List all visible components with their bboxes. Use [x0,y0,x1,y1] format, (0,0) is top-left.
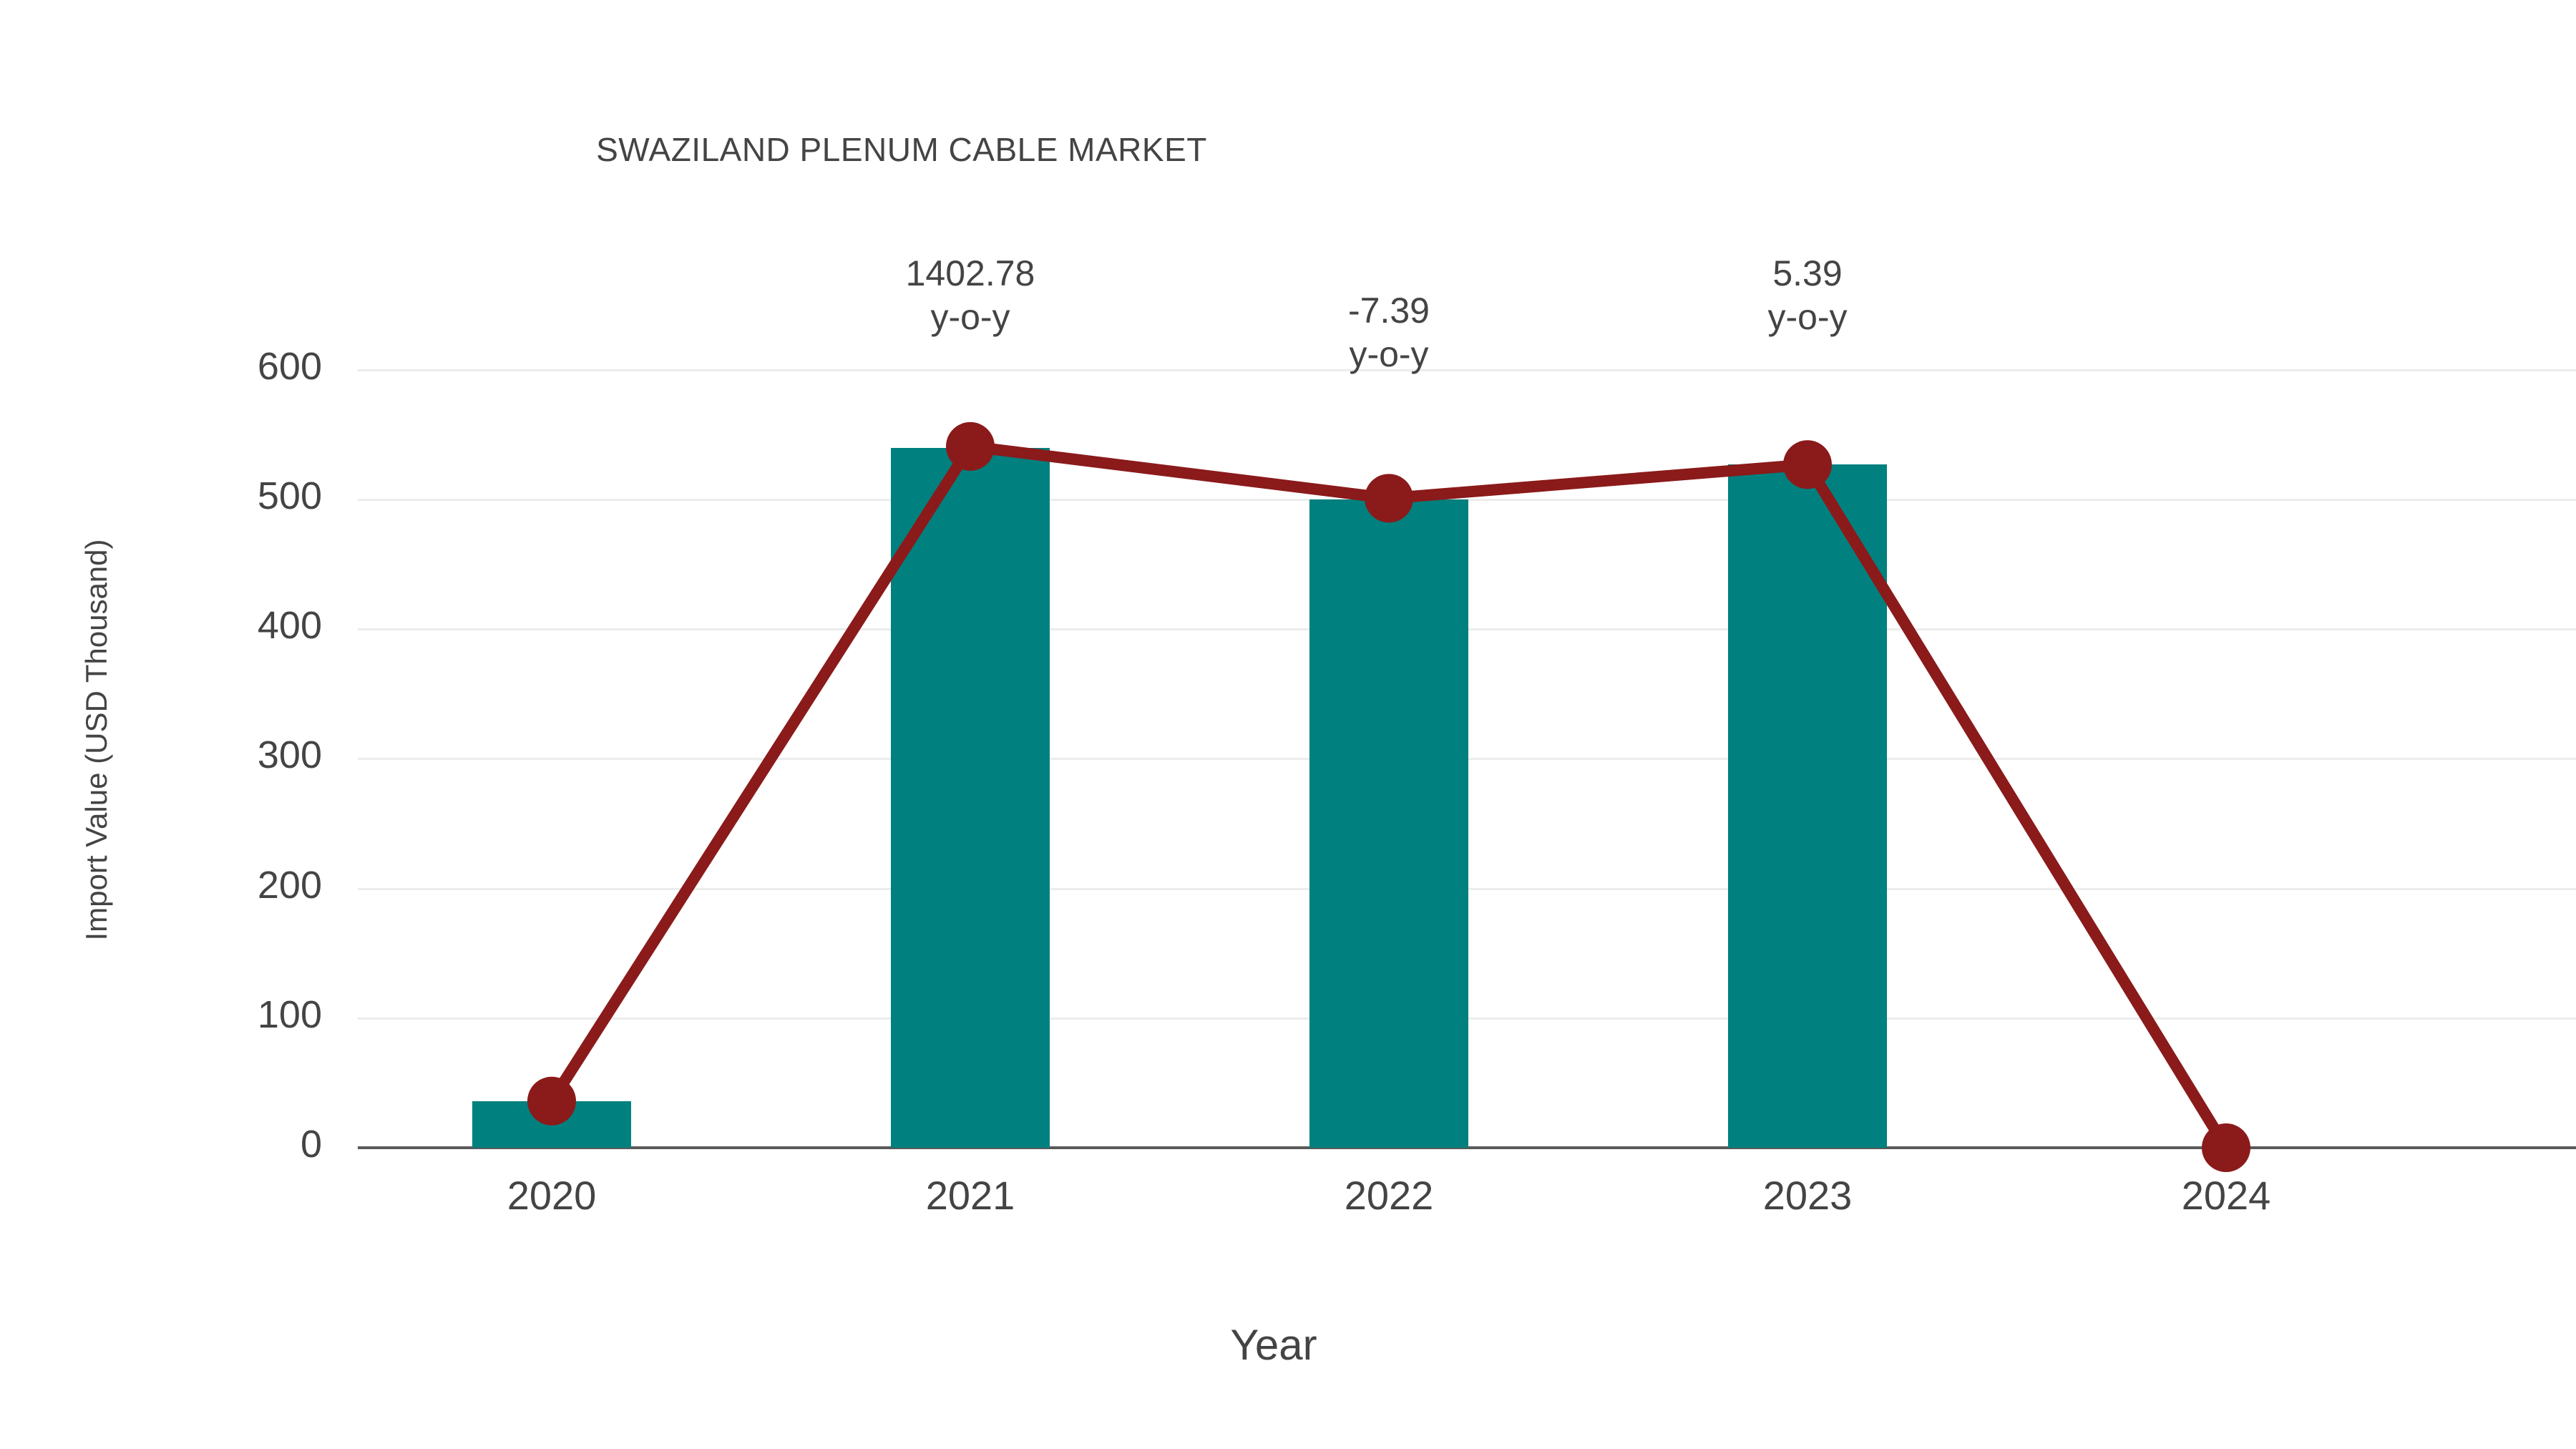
bar-annotation: 5.39 y-o-y [1629,252,1986,339]
x-axis-tick-label: 2021 [925,1173,1015,1218]
bar [891,447,1050,1148]
x-axis-tick-label: 2020 [507,1173,597,1218]
y-axis-tick-label: 100 [257,992,322,1036]
x-axis-label: Year [1230,1321,1317,1369]
y-axis-tick-label: 600 [257,344,322,388]
y-axis-tick-label: 500 [257,474,322,518]
x-axis-tick-label: 2024 [2181,1173,2271,1218]
annotation-value: 5.39 [1772,253,1843,293]
x-axis-tick-label: 2023 [1762,1173,1853,1218]
x-axis-tick-label: 2022 [1344,1173,1434,1218]
annotation-value: 1402.78 [905,253,1035,293]
y-axis-tick-label: 400 [257,604,322,648]
bar [1309,499,1468,1148]
bar-annotation: 1402.78 y-o-y [791,252,1149,339]
bar [1728,464,1887,1148]
annotation-value: -7.39 [1348,291,1430,331]
bar-annotation: -7.39 y-o-y [1210,289,1568,376]
gridline [358,369,2576,371]
annotation-unit: y-o-y [1767,297,1848,337]
chart-title: SWAZILAND PLENUM CABLE MARKET [596,131,1207,168]
y-axis-tick-label: 0 [300,1123,322,1166]
y-axis-tick-label: 200 [257,863,322,907]
annotation-unit: y-o-y [1349,334,1429,374]
y-axis-tick-label: 300 [257,733,322,777]
bar [472,1101,631,1148]
annotation-unit: y-o-y [930,297,1010,337]
